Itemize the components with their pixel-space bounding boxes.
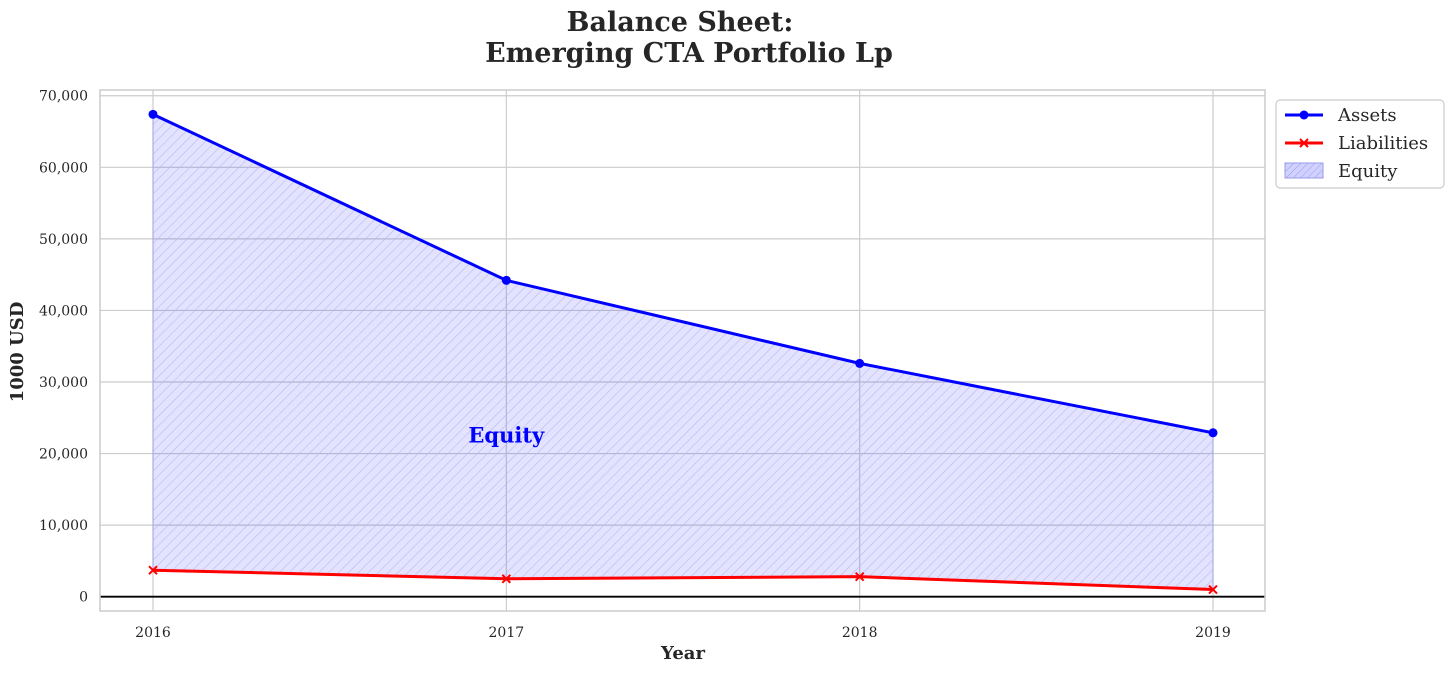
- point-assets: [855, 358, 865, 368]
- legend-swatch-equity: [1284, 162, 1324, 179]
- point-liabilities: [148, 565, 158, 575]
- legend-label-liabilities: Liabilities: [1338, 133, 1428, 154]
- x-axis-label: Year: [660, 643, 705, 664]
- y-tick-label: 50,000: [39, 232, 88, 248]
- chart-title-line2: Emerging CTA Portfolio Lp: [485, 38, 893, 69]
- point-liabilities: [854, 571, 865, 582]
- y-tick-label: 70,000: [39, 89, 88, 105]
- legend: Assets Liabilities Equity: [1275, 99, 1445, 189]
- chart-title-line1: Balance Sheet:: [567, 7, 794, 38]
- equity-annotation: Equity: [468, 423, 545, 448]
- point-assets: [501, 275, 511, 285]
- y-axis-label: 1000 USD: [7, 302, 28, 403]
- x-tick-label: 2017: [489, 625, 525, 641]
- y-tick-label: 60,000: [39, 160, 88, 176]
- point-liabilities: [501, 574, 512, 584]
- point-liabilities: [1208, 584, 1218, 595]
- equity-area-hatch: [152, 113, 1214, 591]
- series-line-liabilities: [152, 568, 1214, 592]
- point-assets: [148, 109, 158, 119]
- x-tick-label: 2019: [1195, 625, 1231, 641]
- x-tick-label: 2016: [135, 625, 171, 641]
- point-assets: [1208, 428, 1218, 438]
- x-tick-label: 2018: [842, 625, 878, 641]
- series-line-assets: [152, 112, 1214, 435]
- legend-marker-assets: [1299, 110, 1309, 120]
- plot-area: 0 10,000 20,000 30,000 40,000 50,000 60,000 70,…: [39, 89, 1266, 641]
- legend-marker-liabilities: [1299, 138, 1309, 148]
- y-tick-label: 20,000: [39, 447, 88, 463]
- legend-label-assets: Assets: [1337, 105, 1397, 126]
- y-tick-label: 30,000: [39, 375, 88, 391]
- plot-frame: [99, 89, 1266, 612]
- y-tick-label: 0: [79, 590, 88, 606]
- y-tick-label: 10,000: [39, 518, 88, 534]
- legend-label-equity: Equity: [1338, 161, 1398, 182]
- y-tick-label: 40,000: [39, 303, 88, 319]
